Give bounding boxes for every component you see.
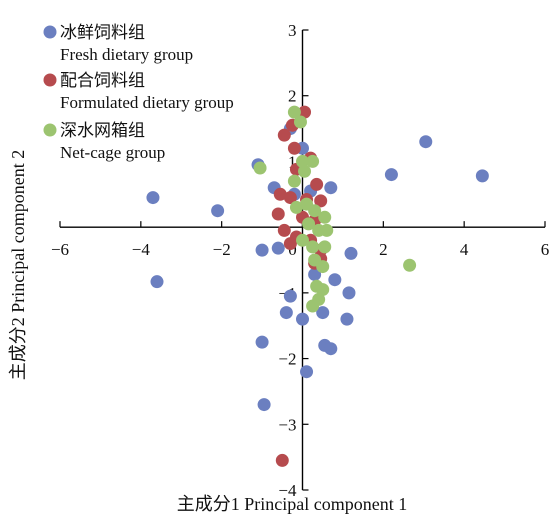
data-point-series-3: [287, 105, 301, 119]
data-point-series-2: [271, 207, 285, 221]
data-point-series-1: [255, 335, 269, 349]
x-tick-label: 4: [460, 240, 469, 259]
data-point-series-3: [289, 200, 303, 214]
data-point-series-3: [403, 258, 417, 272]
legend-marker: [43, 73, 57, 87]
data-point-series-1: [257, 398, 271, 412]
data-point-series-3: [316, 260, 330, 274]
data-point-series-1: [146, 191, 160, 205]
x-tick-label: 2: [379, 240, 388, 259]
data-point-series-2: [275, 453, 289, 467]
legend: 冰鲜饲料组 Fresh dietary group 配合饲料组 Formulated …: [43, 23, 234, 162]
legend-label-zh: 冰鲜饲料组: [60, 23, 145, 43]
data-point-series-3: [318, 210, 332, 224]
data-point-series-2: [283, 191, 297, 205]
data-point-series-3: [298, 164, 312, 178]
x-tick-label: −4: [132, 240, 151, 259]
legend-label-en: Net-cage group: [60, 143, 165, 162]
data-point-series-1: [384, 168, 398, 182]
y-axis-title: 主成分2 Principal component 2: [8, 150, 28, 380]
x-tick-label: −6: [51, 240, 69, 259]
data-point-series-2: [310, 177, 324, 191]
data-point-series-3: [293, 115, 307, 129]
data-point-series-1: [419, 135, 433, 149]
data-point-series-1: [324, 181, 338, 195]
data-point-series-3: [253, 161, 267, 175]
data-point-series-1: [296, 312, 309, 326]
data-point-series-1: [279, 306, 293, 320]
data-point-series-2: [277, 223, 291, 237]
data-point-series-1: [342, 286, 356, 300]
y-tick-label: 1: [288, 152, 297, 171]
data-point-series-3: [302, 217, 316, 231]
data-point-series-2: [277, 128, 291, 142]
data-point-series-1: [340, 312, 354, 326]
data-point-series-1: [271, 241, 285, 255]
data-point-series-1: [328, 273, 342, 287]
legend-marker: [43, 123, 57, 137]
legend-label-en: Formulated dietary group: [60, 93, 234, 112]
data-point-series-1: [150, 275, 164, 289]
y-tick-label: 2: [288, 87, 297, 106]
legend-label-en: Fresh dietary group: [60, 45, 193, 64]
data-point-series-3: [296, 154, 309, 168]
data-point-series-3: [306, 154, 320, 168]
x-axis-title: 主成分1 Principal component 1: [177, 494, 407, 514]
data-point-series-1: [255, 243, 269, 257]
data-point-series-3: [320, 223, 334, 237]
data-point-series-2: [283, 237, 297, 251]
data-point-series-3: [306, 299, 320, 313]
data-point-series-1: [324, 342, 338, 356]
data-point-series-3: [316, 283, 330, 297]
data-point-series-2: [287, 141, 301, 155]
x-tick-label: −2: [213, 240, 231, 259]
legend-marker: [43, 25, 57, 39]
data-point-series-1: [344, 246, 358, 260]
data-point-series-2: [298, 105, 312, 119]
x-tick-label: 6: [541, 240, 550, 259]
y-tick-label: −3: [278, 415, 296, 434]
data-point-series-1: [308, 267, 322, 281]
y-tick-label: −4: [278, 481, 297, 500]
data-point-series-3: [287, 174, 301, 188]
legend-label-zh: 深水网箱组: [60, 121, 145, 141]
data-point-series-2: [273, 187, 287, 201]
y-tick-label: 3: [288, 21, 297, 40]
data-point-series-1: [300, 365, 314, 379]
data-points: [146, 105, 489, 467]
data-point-series-3: [296, 233, 309, 247]
legend-label-zh: 配合饲料组: [60, 71, 145, 91]
data-point-series-3: [308, 204, 322, 218]
y-tick-label: −2: [278, 350, 296, 369]
data-point-series-1: [475, 169, 489, 183]
data-point-series-3: [306, 240, 320, 254]
data-point-series-1: [316, 306, 330, 320]
data-point-series-3: [318, 240, 332, 254]
data-point-series-2: [314, 194, 328, 208]
data-point-series-1: [211, 204, 225, 218]
data-point-series-1: [283, 289, 297, 303]
